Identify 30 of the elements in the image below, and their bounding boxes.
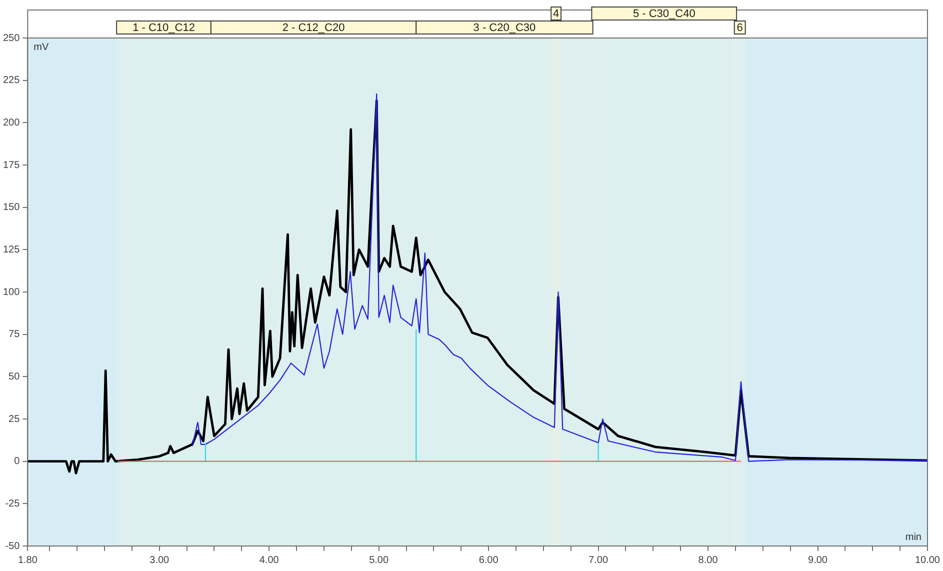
x-tick-label: 6.00 xyxy=(478,554,499,566)
y-axis-title: mV xyxy=(34,42,50,53)
x-tick-label: 7.00 xyxy=(588,554,608,566)
y-tick-label: 200 xyxy=(2,117,20,128)
y-tick-label: 0 xyxy=(14,456,20,468)
band-label: 6 xyxy=(736,22,743,34)
band-label: 2 - C12_C20 xyxy=(282,22,345,34)
x-tick-label: 9.00 xyxy=(808,554,828,566)
y-tick-label: 25 xyxy=(8,414,20,425)
x-tick-label: 1.80 xyxy=(18,554,38,566)
y-tick-label: 100 xyxy=(2,286,20,298)
y-tick-label: 225 xyxy=(2,75,20,86)
x-axis-title: min xyxy=(905,532,922,543)
y-tick-label: 75 xyxy=(8,329,20,340)
x-tick-label: 8.00 xyxy=(698,554,718,566)
y-tick-label: -25 xyxy=(5,498,20,510)
y-tick-label: 175 xyxy=(2,160,20,171)
x-tick-label: 10.00 xyxy=(914,554,940,566)
band-label: 1 - C10_C12 xyxy=(132,22,195,34)
band-label: 5 - C30_C40 xyxy=(632,8,696,20)
y-tick-label: 125 xyxy=(2,244,20,256)
x-tick-label: 5.00 xyxy=(369,554,389,566)
band-label: 3 - C20_C30 xyxy=(473,22,536,34)
y-tick-label: -50 xyxy=(5,540,20,552)
band-label: 4 xyxy=(552,8,560,20)
x-tick-label: 4.00 xyxy=(259,554,280,566)
x-tick-label: 3.00 xyxy=(150,554,170,566)
y-tick-label: 250 xyxy=(2,32,20,44)
y-tick-label: 150 xyxy=(2,202,20,214)
y-tick-label: 50 xyxy=(8,371,20,382)
